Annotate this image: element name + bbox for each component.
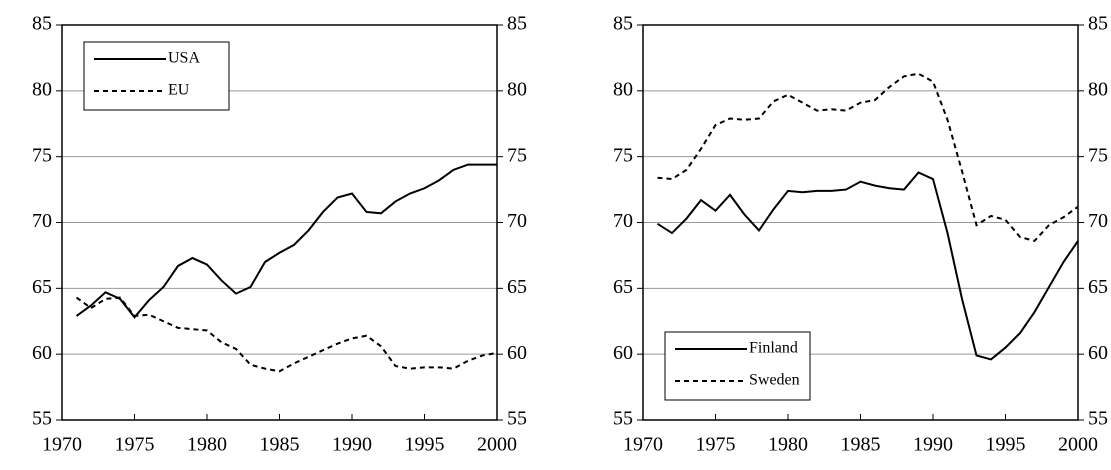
y2-tick-label: 85 [1088, 13, 1108, 35]
y-tick-label: 55 [32, 408, 52, 430]
y2-tick-label: 55 [1088, 408, 1108, 430]
x-tick-label: 1975 [696, 434, 736, 456]
x-tick-label: 1970 [623, 434, 663, 456]
y-tick-label: 80 [613, 78, 633, 100]
data-line [657, 72, 1079, 243]
plot-frame [61, 24, 498, 421]
x-tick-label: 1990 [332, 434, 372, 456]
y-tick-label: 80 [32, 78, 52, 100]
y2-tick-label: 65 [1088, 276, 1108, 298]
y-tick-label: 75 [613, 144, 633, 166]
y-tick-label: 65 [613, 276, 633, 298]
x-tick-label: 2000 [1058, 434, 1098, 456]
x-tick-label: 1980 [187, 434, 227, 456]
y2-tick-label: 60 [1088, 342, 1108, 364]
legend-label: EU [168, 82, 190, 99]
x-tick-label: 1980 [768, 434, 808, 456]
legend-label: USA [168, 50, 200, 67]
x-tick-label: 1970 [42, 434, 82, 456]
y2-tick-label: 85 [507, 13, 527, 35]
y-tick-label: 60 [32, 342, 52, 364]
x-tick-label: 1975 [115, 434, 155, 456]
y2-tick-label: 80 [1088, 78, 1108, 100]
legend-box [83, 41, 230, 111]
y-tick-label: 60 [613, 342, 633, 364]
data-line [75, 296, 498, 373]
y2-tick-label: 75 [1088, 144, 1108, 166]
y2-tick-label: 55 [507, 408, 527, 430]
y-tick-label: 70 [613, 210, 633, 232]
y2-tick-label: 60 [507, 342, 527, 364]
y-tick-label: 70 [32, 210, 52, 232]
data-line [75, 163, 497, 319]
x-tick-label: 1995 [986, 434, 1026, 456]
y2-tick-label: 70 [1088, 210, 1108, 232]
legend-label: Sweden [749, 372, 800, 389]
y2-tick-label: 80 [507, 78, 527, 100]
x-tick-label: 1985 [841, 434, 881, 456]
x-tick-label: 1985 [260, 434, 300, 456]
y2-tick-label: 75 [507, 144, 527, 166]
data-line [656, 171, 1079, 361]
x-tick-label: 1990 [913, 434, 953, 456]
y-tick-label: 85 [613, 13, 633, 35]
legend-label: Finland [749, 340, 798, 357]
x-tick-label: 2000 [477, 434, 517, 456]
y-tick-label: 65 [32, 276, 52, 298]
legend-box [664, 331, 811, 401]
x-tick-label: 1995 [405, 434, 445, 456]
plot-frame [642, 24, 1079, 421]
y-tick-label: 75 [32, 144, 52, 166]
y-tick-label: 85 [32, 13, 52, 35]
y2-tick-label: 70 [507, 210, 527, 232]
legend: Finland Sweden [664, 331, 811, 401]
legend: USA EU [83, 41, 230, 111]
y2-tick-label: 65 [507, 276, 527, 298]
y-tick-label: 55 [613, 408, 633, 430]
